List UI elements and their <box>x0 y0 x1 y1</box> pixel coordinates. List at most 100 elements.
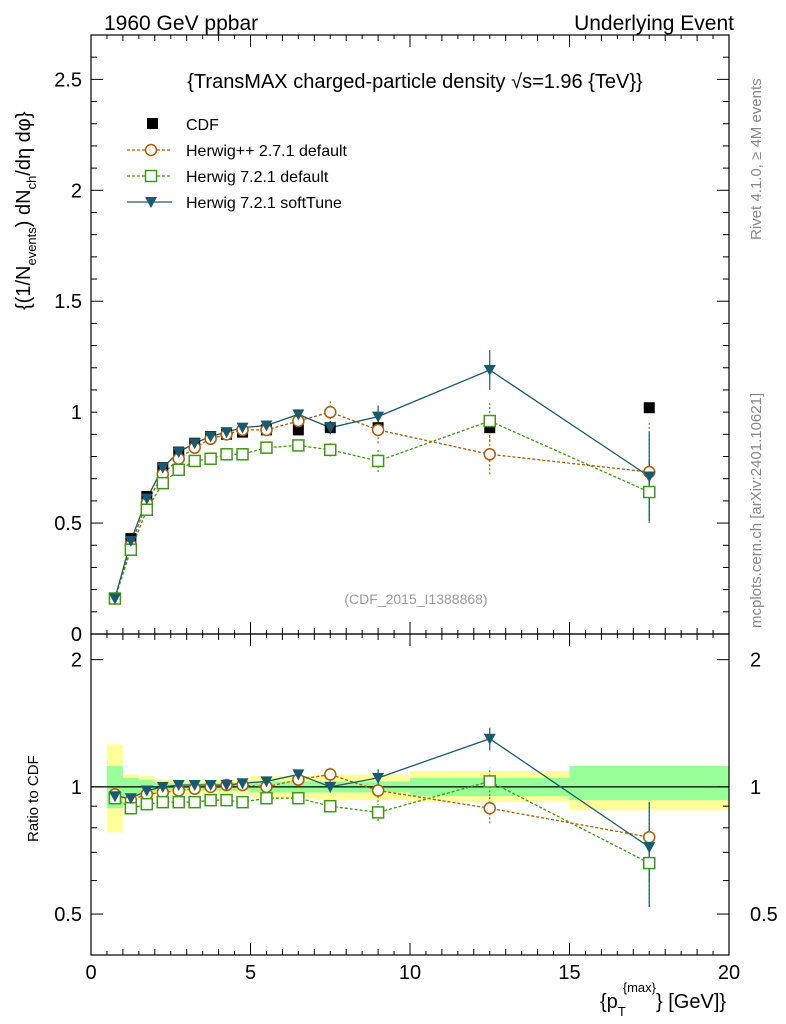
ratio-point-softtune <box>643 842 656 854</box>
legend-marker-cdf <box>147 118 158 129</box>
header-right: Underlying Event <box>574 12 734 35</box>
data-point-softtune <box>156 462 169 474</box>
ratio-point-herwig7 <box>220 793 233 807</box>
x-axis-label-b: T <box>618 1004 626 1019</box>
x-axis-label: {pT {max}} [GeV]} <box>600 980 726 1019</box>
rivet-label: Rivet 4.1.0, ≥ 4M events <box>748 78 765 240</box>
y-axis-label-a: {(1/N <box>13 266 35 310</box>
ratio-point-herwig7 <box>188 795 201 809</box>
ratio-point-softtune <box>172 780 185 792</box>
legend-marker-herwig7 <box>144 169 158 183</box>
data-point-softtune <box>324 422 337 434</box>
legend-label-cdf: CDF <box>186 117 219 134</box>
ratio-point-herwig7 <box>156 795 170 809</box>
ratio-point-softtune <box>483 733 496 745</box>
ratio-tick-label-right: 2 <box>750 650 761 672</box>
mcplots-label: mcplots.cern.ch [arXiv:2401.10621] <box>748 393 765 628</box>
x-tick-label: 10 <box>399 962 421 984</box>
data-point-herwigpp <box>371 423 385 437</box>
ratio-point-herwigpp <box>371 784 385 797</box>
data-point-herwig7 <box>371 454 385 468</box>
data-point-softtune <box>204 431 217 443</box>
ratio-point-herwig7 <box>483 775 496 788</box>
legend-label-softtune: Herwig 7.2.1 softTune <box>186 195 342 212</box>
data-point-cdf <box>643 402 655 414</box>
ratio-point-herwig7 <box>140 797 154 811</box>
data-point-herwig7 <box>172 463 185 477</box>
ratio-point-softtune <box>108 791 121 803</box>
ratio-point-softtune <box>292 769 305 781</box>
main-panel: 0 0.5 1 1.5 2 2.5 <box>54 34 730 646</box>
data-point-herwig7 <box>220 448 233 461</box>
ratio-band-green-7 <box>569 766 729 801</box>
ratio-point-herwigpp <box>643 830 656 844</box>
ratio-tick-label-right: 0.5 <box>750 904 778 926</box>
data-point-herwig7 <box>643 485 656 499</box>
ratio-tick-label-left: 1 <box>71 777 82 799</box>
ratio-point-herwigpp <box>483 801 496 815</box>
data-point-softtune <box>124 535 137 547</box>
ratio-point-herwigpp <box>324 768 337 781</box>
data-point-herwigpp <box>324 405 337 419</box>
y-axis-label-b: events <box>24 227 39 266</box>
data-point-softtune <box>220 427 233 439</box>
legend: CDF Herwig++ 2.7.1 default Herwig 7.2.1 … <box>127 117 348 212</box>
legend-label-herwigpp: Herwig++ 2.7.1 default <box>186 143 348 160</box>
ratio-point-herwig7 <box>324 799 337 813</box>
ratio-point-softtune <box>324 781 337 793</box>
ratio-tick-label-right: 1 <box>750 777 761 799</box>
ratio-point-herwig7 <box>204 793 217 807</box>
ratio-point-softtune <box>220 780 233 792</box>
header-left: 1960 GeV ppbar <box>104 12 258 35</box>
data-point-herwig7 <box>483 414 496 428</box>
y-tick-label: 2 <box>71 180 82 202</box>
chart-title: {TransMAX charged-particle density √s=1.… <box>187 71 643 93</box>
legend-label-herwig7: Herwig 7.2.1 default <box>186 169 329 186</box>
ratio-point-herwig7 <box>260 791 273 805</box>
data-point-softtune <box>260 420 273 432</box>
x-axis-label-c: {max} <box>623 980 657 995</box>
x-axis-label-a: {p <box>600 991 618 1013</box>
ratio-point-softtune <box>260 776 273 788</box>
data-point-softtune <box>643 471 656 483</box>
ratio-point-softtune <box>236 778 249 790</box>
data-point-cdf <box>484 422 496 434</box>
data-point-herwig7 <box>156 476 170 490</box>
analysis-label: (CDF_2015_I1388868) <box>344 591 487 607</box>
data-point-softtune <box>188 438 201 450</box>
data-point-softtune <box>108 593 121 605</box>
y-tick-label: 0 <box>71 624 82 646</box>
data-point-herwig7 <box>260 441 273 454</box>
data-point-herwig7 <box>292 439 305 452</box>
x-tick-label: 20 <box>718 962 740 984</box>
data-point-softtune <box>172 447 185 459</box>
ratio-point-herwig7 <box>172 795 185 809</box>
y-tick-label: 2.5 <box>54 69 82 91</box>
ratio-line-herwigpp <box>114 773 650 838</box>
ratio-point-herwig7 <box>643 856 656 870</box>
x-axis-label-d: } [GeV]} <box>656 991 726 1013</box>
y-axis-label-c: ) dN <box>13 189 35 227</box>
y-tick-label: 0.5 <box>54 513 82 535</box>
ratio-point-softtune <box>156 781 169 793</box>
ratio-point-softtune <box>140 785 153 797</box>
data-point-herwig7 <box>204 452 217 465</box>
data-point-herwig7 <box>140 503 154 517</box>
ratio-point-herwig7 <box>292 791 305 805</box>
data-point-herwig7 <box>324 443 337 457</box>
ratio-point-softtune <box>372 772 385 784</box>
ratio-point-softtune <box>188 780 201 792</box>
x-tick-label: 5 <box>245 962 256 984</box>
data-point-softtune <box>483 364 496 376</box>
data-point-herwigpp <box>483 448 496 461</box>
legend-marker-herwigpp <box>144 143 158 157</box>
ratio-point-herwig7 <box>236 795 249 809</box>
data-point-softtune <box>372 411 385 423</box>
ratio-tick-label-left: 2 <box>71 650 82 672</box>
ratio-y-axis-label: Ratio to CDF <box>25 755 42 842</box>
ratio-point-herwig7 <box>124 801 138 815</box>
data-point-cdf <box>292 424 304 436</box>
data-point-herwig7 <box>236 448 249 461</box>
ratio-point-softtune <box>124 793 137 805</box>
